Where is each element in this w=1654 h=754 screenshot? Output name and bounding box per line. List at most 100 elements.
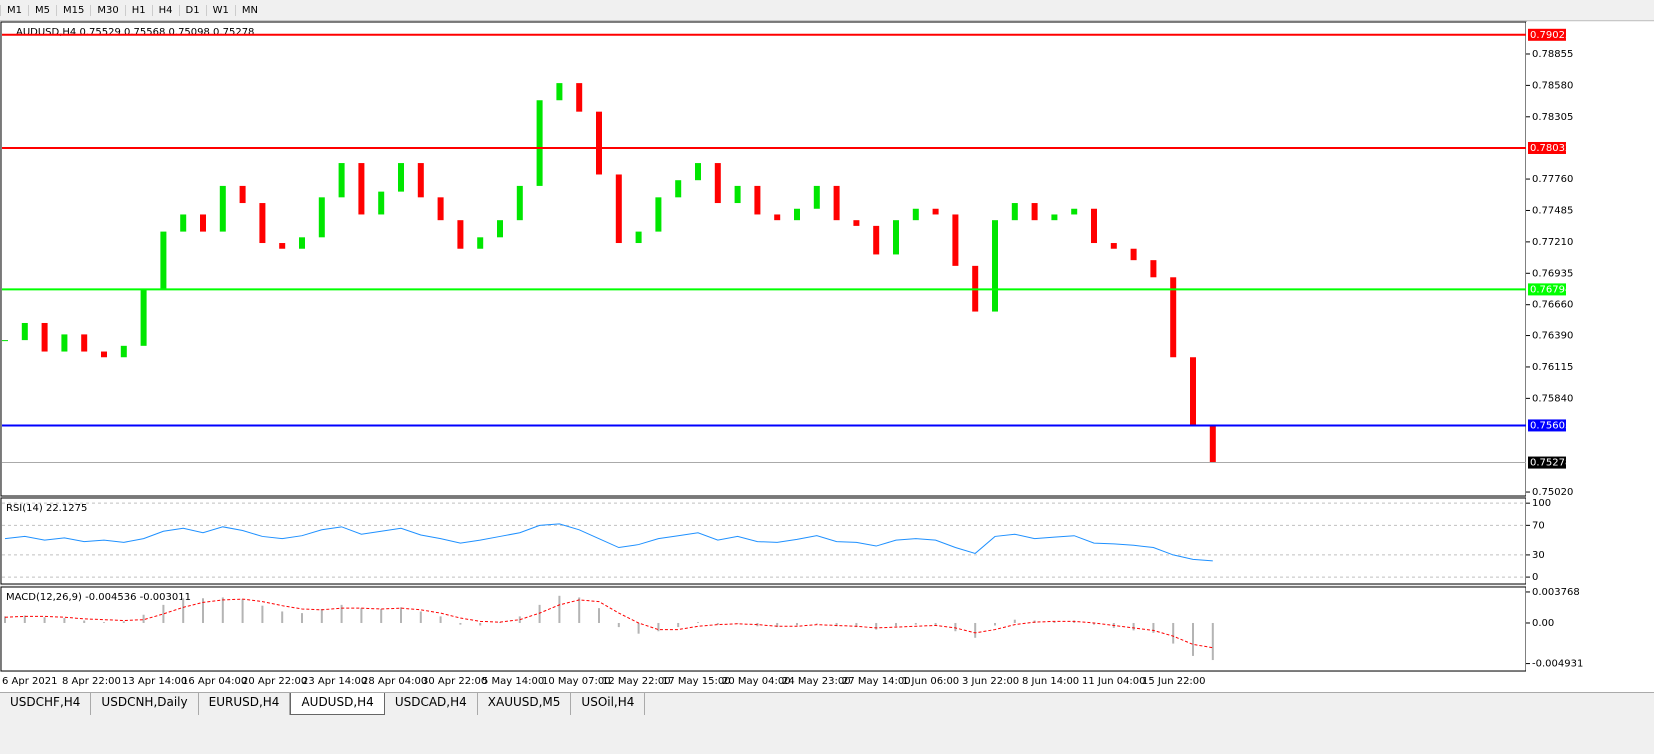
candle-body (358, 163, 365, 215)
macd-bar (400, 607, 402, 623)
candle-body (180, 214, 187, 232)
macd-bar (815, 622, 818, 624)
tab-bar: USDCHF,H4 USDCNH,Daily EURUSD,H4 AUDUSD,H4 U… (0, 692, 1654, 715)
macd-bar (578, 597, 581, 623)
candle-body (794, 208, 800, 221)
timeframe-button[interactable]: M1 (0, 4, 28, 16)
candle-body (417, 163, 424, 198)
time-label: 8 Apr 22:00 (62, 676, 121, 687)
candle-body (21, 322, 28, 341)
time-label: 15 Jun 22:00 (1142, 676, 1206, 687)
candle-body (813, 185, 820, 209)
time-label: 30 Apr 22:00 (422, 676, 487, 687)
macd-bar (221, 597, 224, 623)
timeframe-button[interactable]: D1 (178, 4, 206, 16)
candle-body (576, 83, 583, 112)
time-label: 27 May 14:00 (842, 676, 911, 687)
timeframe-button[interactable]: H1 (124, 4, 152, 16)
candle-body (437, 197, 444, 221)
macd-bar (419, 611, 422, 623)
level-label: 0.75278 (1530, 458, 1571, 469)
candle-body (160, 231, 167, 289)
time-label: 13 Apr 14:00 (122, 676, 187, 687)
macd-bar (340, 604, 343, 623)
price-label: 0.77760 (1532, 174, 1573, 185)
price-label: 0.003768 (1532, 587, 1580, 598)
price-label: 0.75840 (1532, 393, 1573, 404)
macd-bar (43, 617, 46, 623)
macd-bar (895, 622, 897, 627)
macd-bar (63, 618, 66, 623)
time-label: 11 Jun 04:00 (1082, 676, 1146, 687)
candle-body (239, 185, 246, 204)
candle-body (893, 220, 899, 255)
price-label: 100 (1532, 498, 1551, 509)
time-axis (0, 672, 1654, 692)
candle-body (457, 220, 464, 249)
candle-body (120, 345, 127, 358)
timeframe-button[interactable]: MN (234, 4, 264, 16)
candle-body (140, 288, 147, 346)
candle-body (219, 185, 226, 232)
macd-bar (281, 611, 284, 623)
time-label: 23 Apr 14:00 (302, 676, 367, 687)
macd-bar (1132, 622, 1135, 631)
rsi-pane (0, 497, 1527, 585)
macd-bar (4, 616, 6, 623)
macd-bar (934, 622, 937, 626)
time-label: 20 May 04:00 (722, 676, 791, 687)
price-label: 0.77485 (1532, 205, 1573, 216)
candle-body (833, 185, 840, 221)
chart-tab[interactable]: USDCHF,H4 (0, 693, 92, 715)
candle-body (477, 237, 484, 249)
macd-bar (1152, 622, 1155, 633)
macd-bar (1053, 621, 1056, 623)
candle-body (200, 214, 206, 232)
timeframe-button[interactable]: M5 (28, 4, 56, 16)
candle-body (1150, 260, 1157, 278)
candle-body (774, 214, 781, 221)
level-label: 0.78032 (1530, 143, 1571, 154)
timeframe-button[interactable]: H4 (151, 4, 179, 16)
chart-tab[interactable]: USDCAD,H4 (385, 693, 478, 715)
candle-body (279, 243, 286, 249)
price-label: 30 (1532, 550, 1545, 561)
time-label: 5 May 14:00 (482, 676, 544, 687)
macd-bar (459, 622, 462, 625)
chart-tab[interactable]: XAUUSD,M5 (478, 693, 572, 715)
candle-body (714, 163, 721, 204)
macd-bar (23, 615, 26, 623)
time-label: 6 Apr 2021 (2, 676, 57, 687)
candle-body (299, 237, 305, 249)
macd-bar (518, 616, 521, 623)
macd-bar (657, 622, 660, 632)
candle-body (497, 220, 503, 238)
macd-bar (103, 622, 105, 623)
price-label: 0.75020 (1532, 487, 1573, 498)
candle-body (1209, 425, 1216, 463)
chart-tab[interactable]: EURUSD,H4 (199, 693, 291, 715)
chart-tab[interactable]: USOil,H4 (571, 693, 646, 715)
timeframe-button[interactable]: M15 (56, 4, 90, 16)
time-label: 1 Jun 06:00 (902, 676, 959, 687)
macd-bar (301, 613, 303, 623)
timeframe-button[interactable]: W1 (205, 4, 235, 16)
candle-body (1091, 208, 1097, 244)
candle-body (655, 197, 662, 232)
chart-tab[interactable]: USDCNH,Daily (91, 693, 199, 715)
price-label: 0.00 (1532, 618, 1554, 629)
chart-tab[interactable]: AUDUSD,H4 (290, 693, 385, 715)
candle-body (1011, 203, 1018, 221)
toolbar: M1 M5 M15 M30 H1 H4 D1 W1 MN (0, 0, 1654, 21)
level-label-bg (1528, 283, 1566, 296)
level-label: 0.75603 (1530, 420, 1571, 431)
candle-body (318, 197, 325, 238)
timeframe-button[interactable]: M30 (90, 4, 124, 16)
macd-pane (0, 586, 1527, 672)
macd-bar (538, 604, 541, 623)
candle-body (1190, 357, 1196, 426)
macd-bar (202, 598, 204, 623)
macd-bar (439, 616, 442, 623)
macd-bar (914, 622, 917, 625)
price-label: 70 (1532, 520, 1545, 531)
